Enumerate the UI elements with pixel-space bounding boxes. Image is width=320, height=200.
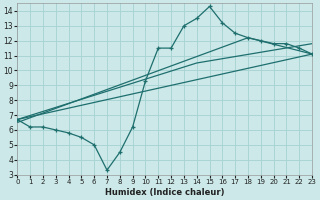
X-axis label: Humidex (Indice chaleur): Humidex (Indice chaleur) <box>105 188 224 197</box>
